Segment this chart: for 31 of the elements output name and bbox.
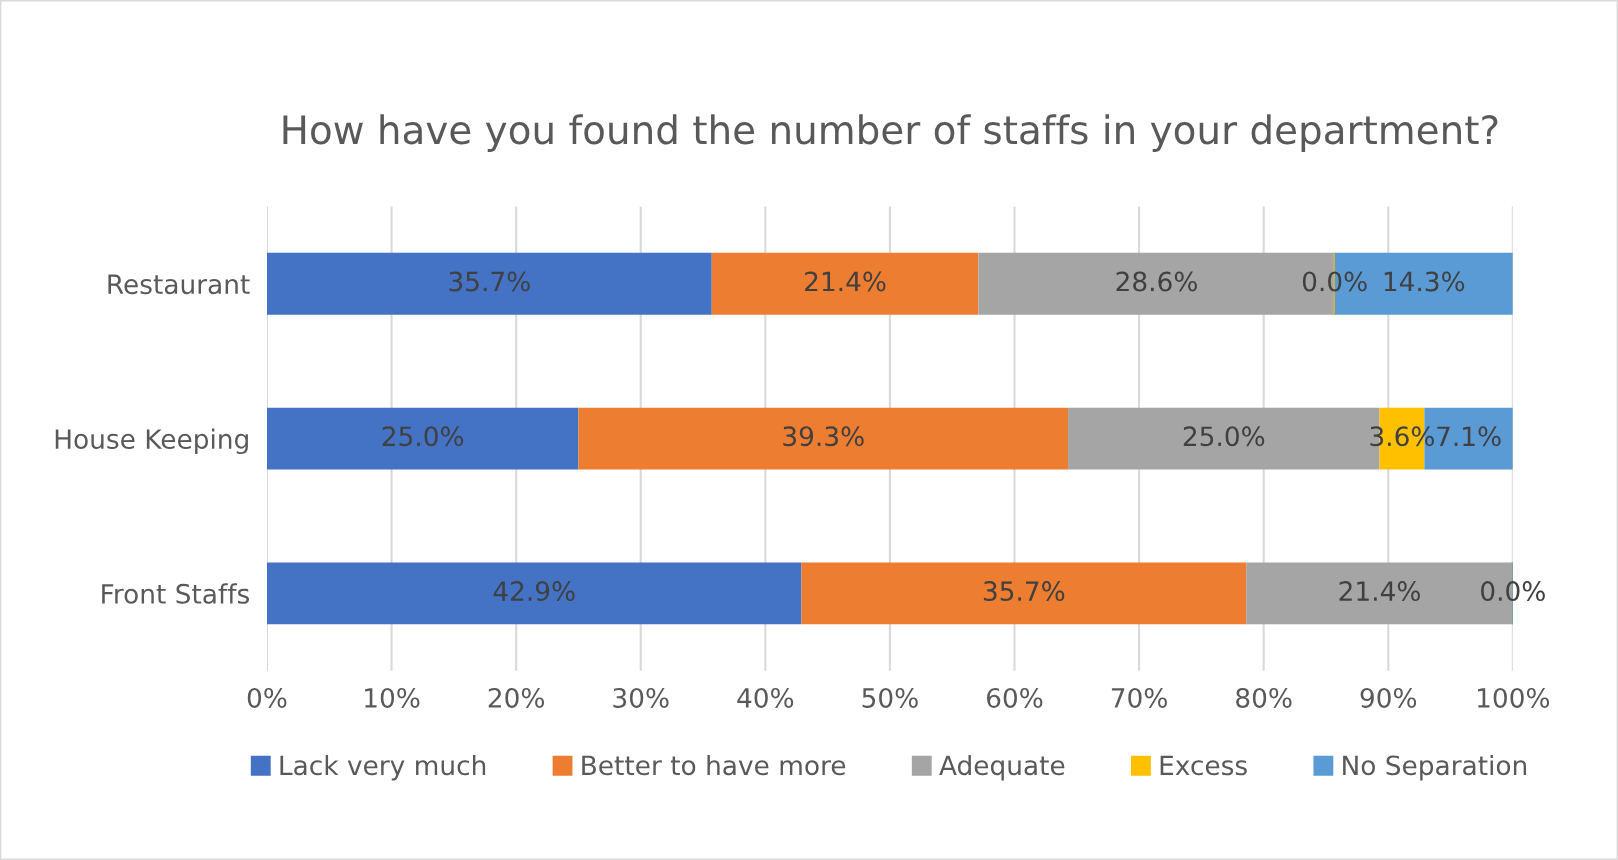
y-tick-label: House Keeping — [55, 428, 248, 455]
data-label: 25.0% — [1183, 426, 1265, 447]
legend-label: Adequate — [939, 754, 1065, 781]
x-tick-label: 100% — [1478, 687, 1550, 708]
x-tick-label: 20% — [488, 687, 545, 708]
legend-label: Lack very much — [280, 754, 486, 781]
data-label: 39.3% — [783, 426, 864, 447]
data-label: 7.1% — [1437, 426, 1501, 447]
legend-label: Better to have more — [582, 754, 846, 776]
data-label: 35.7% — [449, 271, 530, 292]
legend-label: Excess — [1160, 755, 1247, 776]
x-tick-label: 60% — [987, 687, 1043, 708]
x-tick-label: 0% — [247, 687, 287, 708]
data-label: 42.9% — [493, 581, 575, 602]
x-tick-label: 40% — [737, 687, 794, 708]
x-tick-label: 90% — [1360, 687, 1417, 708]
y-tick-label: Front Staffs — [102, 583, 250, 604]
data-label: 28.6% — [1116, 271, 1197, 292]
x-tick-label: 10% — [365, 687, 420, 708]
chart-title: How have you found the number of staffs in your department? — [283, 114, 1498, 152]
data-label: 35.7% — [983, 581, 1065, 602]
data-label: 14.3% — [1384, 271, 1465, 292]
x-tick-label: 30% — [613, 687, 669, 708]
legend-label: No Separation — [1343, 754, 1527, 781]
x-tick-label: 70% — [1111, 687, 1167, 708]
x-tick-label: 80% — [1236, 687, 1292, 708]
data-label: 21.4% — [805, 271, 886, 292]
data-label: 21.4% — [1339, 581, 1420, 602]
data-label: 25.0% — [382, 426, 464, 447]
x-tick-label: 50% — [862, 687, 918, 708]
y-tick-label: Restaurant — [108, 274, 250, 295]
